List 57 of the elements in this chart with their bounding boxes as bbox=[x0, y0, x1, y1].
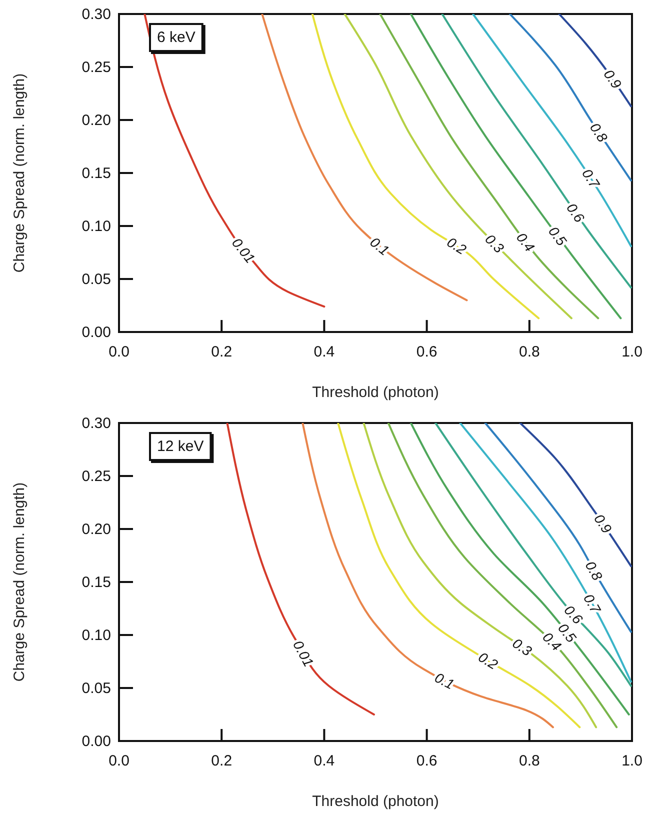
text: 0.7 bbox=[580, 591, 605, 617]
y-tick-label: 0.20 bbox=[82, 112, 111, 129]
y-tick-label: 0.15 bbox=[82, 164, 111, 182]
x-tick-label: 0.6 bbox=[416, 752, 438, 770]
y-tick-label: 0.30 bbox=[82, 414, 111, 432]
line-series bbox=[410, 423, 630, 716]
line-series bbox=[144, 14, 326, 308]
text: 0.2 bbox=[476, 648, 501, 673]
y-tick-label: 0.30 bbox=[82, 6, 111, 23]
text: 0.5 bbox=[545, 223, 570, 249]
text: 0.2 bbox=[444, 234, 470, 258]
x-tick-label: 0.2 bbox=[211, 344, 232, 361]
annotation: 12 keV bbox=[157, 438, 204, 455]
y-tick-label: 0.05 bbox=[82, 680, 111, 697]
x-tick-label: 0.4 bbox=[314, 752, 335, 770]
y-tick-label: 0.25 bbox=[82, 58, 111, 76]
x-axis-title: Threshold (photon) bbox=[312, 384, 439, 401]
line-series bbox=[311, 14, 540, 320]
text: 0.9 bbox=[590, 511, 616, 536]
y-tick-label: 0.00 bbox=[82, 324, 111, 341]
y-axis-title: Charge Spread (norm. length) bbox=[11, 482, 28, 682]
x-tick-label: 0.8 bbox=[518, 752, 540, 770]
x-tick-label: 0.4 bbox=[314, 344, 335, 361]
y-tick-label: 0.15 bbox=[82, 574, 111, 591]
line-series bbox=[337, 423, 581, 728]
y-tick-label: 0.20 bbox=[82, 520, 111, 538]
line-series bbox=[261, 14, 468, 302]
y-axis-title: Charge Spread (norm. length) bbox=[11, 73, 28, 273]
y-tick-label: 0.25 bbox=[82, 468, 111, 485]
y-tick-label: 0.00 bbox=[82, 732, 111, 750]
y-tick-label: 0.05 bbox=[82, 270, 111, 288]
x-tick-label: 0.6 bbox=[416, 344, 438, 361]
text: 0.4 bbox=[513, 229, 538, 255]
line-series bbox=[226, 423, 375, 716]
x-tick-label: 1.0 bbox=[622, 752, 642, 770]
annotation: 6 keV bbox=[157, 29, 196, 46]
y-tick-label: 0.10 bbox=[82, 218, 111, 235]
x-axis-title: Threshold (photon) bbox=[312, 793, 439, 810]
text: 0.1 bbox=[367, 234, 392, 258]
x-tick-label: 0.0 bbox=[108, 752, 130, 770]
x-tick-label: 0.0 bbox=[108, 344, 130, 361]
text: 0.6 bbox=[564, 200, 588, 226]
line-series bbox=[441, 14, 632, 288]
text: 0.8 bbox=[586, 120, 612, 146]
text: 0.3 bbox=[482, 230, 508, 256]
y-tick-label: 0.10 bbox=[82, 626, 111, 644]
text: 0.7 bbox=[578, 166, 604, 192]
text: 0.3 bbox=[510, 634, 535, 660]
line-series bbox=[387, 423, 618, 728]
text: 0.1 bbox=[432, 669, 457, 692]
x-tick-label: 1.0 bbox=[622, 344, 642, 361]
x-tick-label: 0.8 bbox=[518, 344, 540, 361]
text: 0.9 bbox=[600, 66, 625, 92]
x-tick-label: 0.2 bbox=[211, 752, 232, 770]
text: 0.01 bbox=[290, 638, 317, 670]
line-series bbox=[410, 14, 622, 320]
text: 0.8 bbox=[582, 558, 606, 584]
